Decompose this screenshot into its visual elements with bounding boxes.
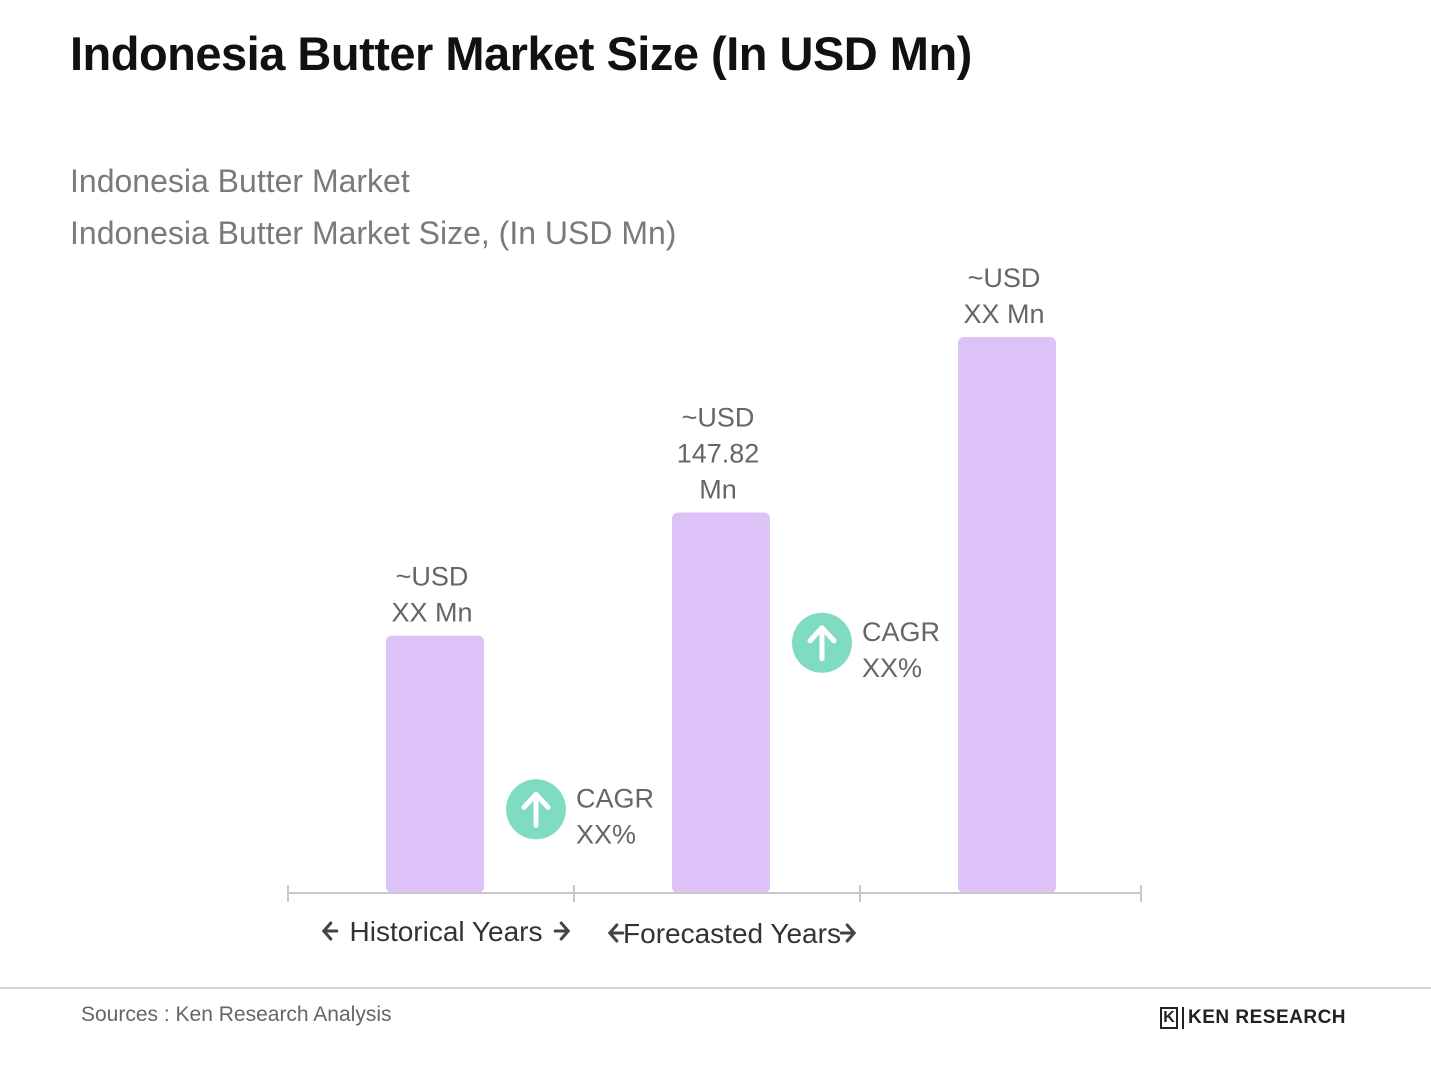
arrow-up-icon <box>807 625 837 662</box>
footer-divider <box>0 987 1431 989</box>
period-label-2: Forecasted Years <box>623 918 841 949</box>
cagr-2-label: CAGR <box>862 617 940 647</box>
right-arrow-icon <box>839 923 857 943</box>
cagr-1-label: XX% <box>576 819 636 849</box>
left-arrow-icon <box>321 921 339 941</box>
bar-3-value-label: ~USD <box>968 263 1041 293</box>
bar-3 <box>958 337 1056 893</box>
ken-research-logo: K KEN RESEARCH <box>1160 1005 1346 1031</box>
cagr-2-label: XX% <box>862 653 922 683</box>
bar-2-value-label: Mn <box>699 475 737 505</box>
left-arrow-icon <box>607 923 625 943</box>
chart-subtitle-units: Indonesia Butter Market Size, (In USD Mn… <box>70 215 677 251</box>
bar-chart: ~USD XX Mn ~USD 147.82 Mn ~USD XX Mn CAGR XX% CAG… <box>287 263 1142 949</box>
logo-text: KEN RESEARCH <box>1182 1007 1346 1029</box>
bar-3-value-label: XX Mn <box>963 299 1044 329</box>
cagr-1-label: CAGR <box>576 783 654 813</box>
period-label-1: Historical Years <box>350 916 543 947</box>
chart-subtitle: Indonesia Butter Market <box>70 163 410 199</box>
bar-2 <box>672 512 770 893</box>
bar-2-value-label: 147.82 <box>677 439 760 469</box>
right-arrow-icon <box>553 921 571 941</box>
arrow-up-icon <box>521 791 551 828</box>
bar-2-value-label: ~USD <box>682 403 755 433</box>
bar-1-value-label: XX Mn <box>391 598 472 628</box>
logo-mark-icon: K <box>1160 1007 1178 1029</box>
chart-title: Indonesia Butter Market Size (In USD Mn) <box>70 27 972 80</box>
bar-1 <box>386 635 484 893</box>
sources-note: Sources : Ken Research Analysis <box>81 1003 392 1026</box>
bar-1-value-label: ~USD <box>396 562 469 592</box>
